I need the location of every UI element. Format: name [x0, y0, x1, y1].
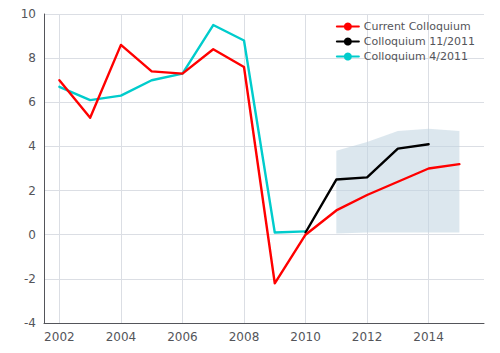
svg-text:-4: -4: [24, 316, 36, 330]
svg-text:Colloquium 4/2011: Colloquium 4/2011: [364, 50, 468, 63]
svg-text:2012: 2012: [352, 330, 383, 344]
svg-text:2010: 2010: [290, 330, 321, 344]
svg-text:2004: 2004: [106, 330, 137, 344]
svg-text:Colloquium 11/2011: Colloquium 11/2011: [364, 35, 475, 48]
svg-text:2014: 2014: [413, 330, 444, 344]
svg-text:-2: -2: [24, 272, 36, 286]
svg-text:2: 2: [28, 184, 36, 198]
svg-text:2006: 2006: [167, 330, 198, 344]
svg-text:4: 4: [28, 139, 36, 153]
svg-text:Current Colloquium: Current Colloquium: [364, 20, 471, 33]
svg-text:8: 8: [28, 51, 36, 65]
svg-text:6: 6: [28, 95, 36, 109]
svg-text:0: 0: [28, 228, 36, 242]
svg-text:10: 10: [21, 7, 36, 21]
svg-text:2002: 2002: [44, 330, 75, 344]
svg-text:2008: 2008: [229, 330, 260, 344]
